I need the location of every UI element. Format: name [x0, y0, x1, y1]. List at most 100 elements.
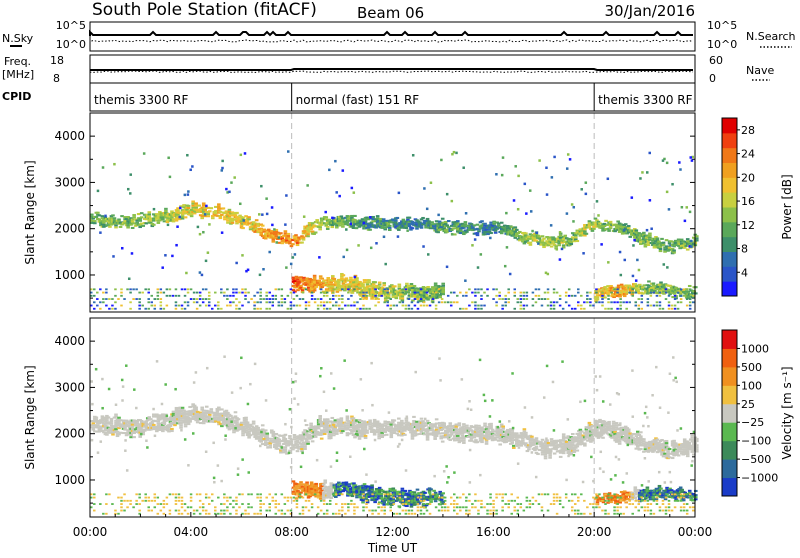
heatmap-cell — [441, 298, 444, 300]
heatmap-cell — [601, 437, 605, 439]
heatmap-cell — [374, 288, 377, 290]
heatmap-cell — [495, 305, 498, 307]
heatmap-cell — [553, 292, 556, 294]
heatmap-cell — [567, 153, 570, 156]
heatmap-cell — [247, 218, 251, 220]
heatmap-cell — [151, 301, 154, 303]
heatmap-cell — [352, 417, 356, 419]
heatmap-cell — [489, 423, 493, 425]
heatmap-cell — [580, 188, 583, 191]
heatmap-cell — [674, 298, 677, 300]
heatmap-cell — [200, 217, 204, 219]
y-tick-label: 3000 — [54, 380, 85, 394]
heatmap-cell — [105, 288, 108, 290]
heatmap-cell — [476, 234, 480, 236]
nsky-line — [90, 32, 693, 36]
heatmap-cell — [689, 156, 692, 159]
heatmap-cell — [495, 301, 498, 303]
heatmap-cell — [421, 217, 425, 219]
heatmap-cell — [568, 288, 571, 290]
heatmap-cell — [93, 222, 97, 224]
heatmap-cell — [176, 225, 179, 228]
heatmap-cell — [517, 175, 520, 178]
heatmap-cell — [247, 437, 251, 439]
heatmap-cell — [668, 208, 671, 211]
heatmap-cell — [340, 432, 344, 434]
heatmap-cell — [671, 457, 675, 459]
heatmap-cell — [401, 297, 405, 299]
heatmap-cell — [510, 429, 514, 431]
heatmap-cell — [114, 308, 117, 310]
heatmap-cell — [113, 163, 116, 166]
heatmap-cell — [164, 210, 168, 212]
heatmap-cell — [256, 308, 259, 310]
heatmap-cell — [151, 295, 154, 297]
heatmap-cell — [388, 229, 392, 231]
heatmap-cell — [317, 305, 320, 307]
heatmap-cell — [465, 231, 469, 233]
heatmap-cell — [686, 305, 689, 307]
heatmap-cell — [359, 308, 362, 310]
heatmap-cell — [290, 308, 293, 310]
freq-label: Freq. — [4, 55, 31, 68]
heatmap-cell — [683, 288, 686, 290]
heatmap-cell — [603, 296, 607, 298]
heatmap-cell — [500, 222, 504, 224]
heatmap-cell — [571, 295, 574, 297]
heatmap-cell — [338, 195, 341, 198]
heatmap-cell — [326, 418, 330, 420]
heatmap-cell — [147, 298, 150, 300]
heatmap-cell — [193, 292, 196, 294]
heatmap-cell — [532, 298, 535, 300]
heatmap-cell — [378, 282, 382, 284]
heatmap-cell — [160, 298, 163, 300]
heatmap-cell — [184, 425, 188, 427]
heatmap-cell — [395, 297, 399, 299]
heatmap-cell — [377, 295, 380, 297]
heatmap-cell — [196, 301, 199, 303]
heatmap-cell — [272, 305, 275, 307]
heatmap-cell — [332, 298, 335, 300]
heatmap-cell — [281, 298, 284, 300]
heatmap-cell — [268, 301, 271, 303]
y-tick-label: 1000 — [54, 268, 85, 282]
heatmap-cell — [638, 298, 641, 300]
heatmap-cell — [633, 239, 636, 242]
heatmap-cell — [353, 305, 356, 307]
nsky-tick-bottom: 10^0 — [56, 38, 86, 51]
heatmap-cell — [414, 298, 417, 300]
heatmap-cell — [580, 308, 583, 310]
heatmap-cell — [330, 226, 334, 228]
heatmap-cell — [153, 208, 156, 211]
heatmap-cell — [568, 295, 571, 297]
heatmap-cell — [368, 419, 372, 421]
heatmap-cell — [648, 235, 652, 237]
heatmap-cell — [641, 298, 644, 300]
heatmap-cell — [683, 292, 686, 294]
heatmap-cell — [235, 292, 238, 294]
heatmap-cell — [625, 301, 628, 303]
heatmap-cell — [345, 228, 348, 231]
heatmap-cell — [426, 436, 430, 438]
heatmap-cell — [437, 214, 440, 217]
heatmap-cell — [659, 248, 663, 250]
heatmap-cell — [408, 288, 411, 290]
heatmap-cell — [284, 301, 287, 303]
heatmap-cell — [144, 288, 147, 290]
heatmap-cell — [524, 432, 528, 434]
heatmap-cell — [138, 220, 142, 222]
heatmap-cell — [229, 301, 232, 303]
heatmap-cell — [589, 298, 592, 300]
heatmap-cell — [456, 295, 459, 297]
heatmap-cell — [397, 229, 401, 231]
heatmap-cell — [665, 298, 668, 300]
heatmap-cell — [500, 423, 504, 425]
heatmap-cell — [111, 308, 114, 310]
heatmap-cell — [147, 301, 150, 303]
heatmap-cell — [290, 305, 293, 307]
heatmap-cell — [193, 298, 196, 300]
heatmap-cell — [323, 305, 326, 307]
heatmap-cell — [388, 227, 392, 229]
heatmap-cell — [616, 308, 619, 310]
heatmap-cell — [417, 295, 420, 297]
